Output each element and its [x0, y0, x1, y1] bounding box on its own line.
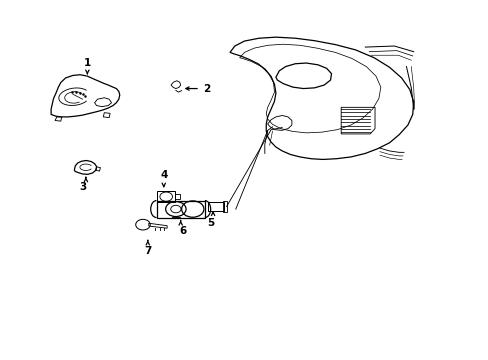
Text: 5: 5 — [206, 218, 214, 228]
Text: 3: 3 — [79, 183, 86, 193]
Bar — [223, 201, 226, 212]
Bar — [208, 202, 223, 211]
Text: 4: 4 — [160, 170, 167, 180]
Text: 2: 2 — [203, 84, 210, 94]
Bar — [175, 194, 180, 199]
Text: 1: 1 — [83, 58, 91, 68]
Bar — [156, 201, 204, 217]
Text: 6: 6 — [179, 226, 186, 236]
Text: 7: 7 — [144, 246, 151, 256]
Bar — [157, 191, 175, 202]
